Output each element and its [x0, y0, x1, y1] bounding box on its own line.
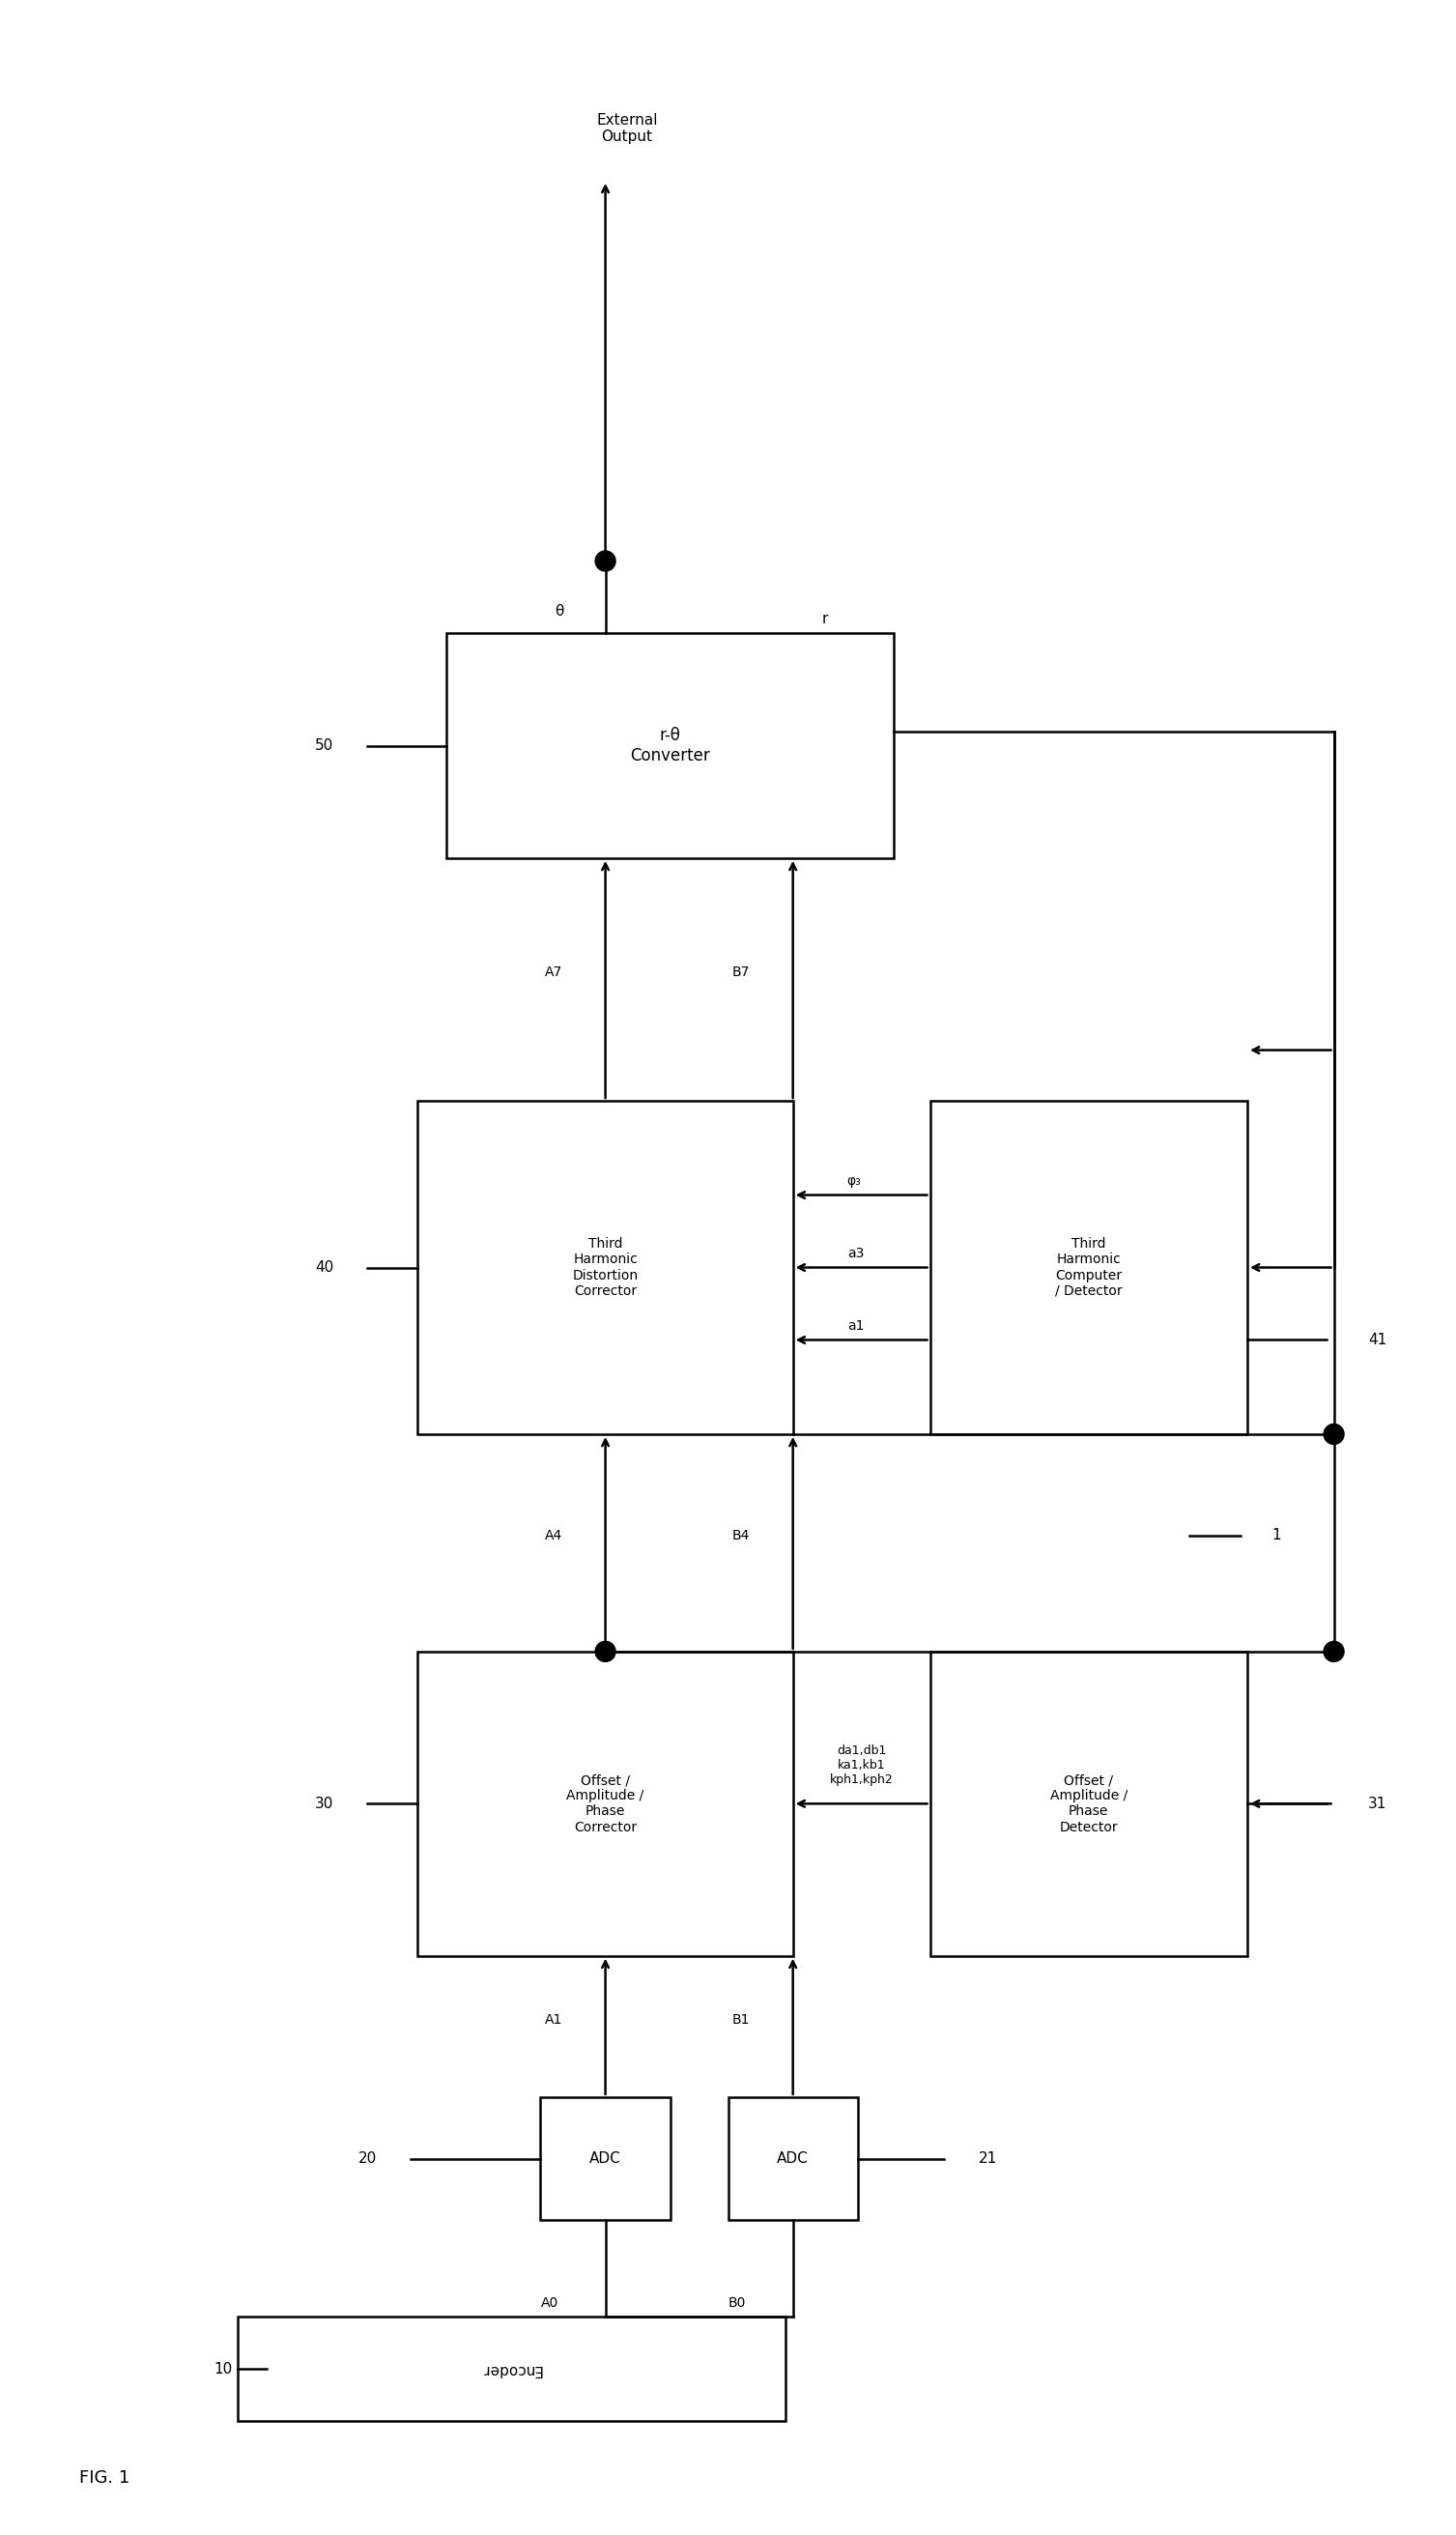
Text: da1,db1
ka1,kb1
kph1,kph2: da1,db1 ka1,kb1 kph1,kph2 [830, 1744, 893, 1787]
Text: External
Output: External Output [597, 114, 658, 144]
Text: ADC: ADC [778, 2152, 808, 2165]
Bar [930, 1650, 1248, 1957]
Bar [930, 1100, 1248, 1435]
Bar [447, 634, 894, 859]
Text: B7: B7 [732, 966, 750, 979]
Text: B1: B1 [732, 2013, 750, 2025]
Text: 50: 50 [314, 738, 333, 753]
Text: θ: θ [555, 603, 563, 619]
Text: Offset /
Amplitude /
Phase
Detector: Offset / Amplitude / Phase Detector [1050, 1774, 1127, 1833]
Circle shape [596, 550, 616, 570]
Bar [540, 2096, 670, 2221]
Circle shape [596, 1640, 616, 1660]
Text: ADC: ADC [590, 2152, 622, 2165]
Text: 41: 41 [1367, 1333, 1386, 1346]
Bar [237, 2317, 786, 2421]
Text: 20: 20 [358, 2152, 377, 2165]
Text: a3: a3 [847, 1247, 863, 1260]
Text: 1: 1 [1271, 1529, 1281, 1544]
Text: B0: B0 [728, 2297, 745, 2309]
Text: 40: 40 [314, 1260, 333, 1275]
Text: Offset /
Amplitude /
Phase
Corrector: Offset / Amplitude / Phase Corrector [566, 1774, 644, 1833]
Text: 21: 21 [978, 2152, 997, 2165]
Text: Third
Harmonic
Distortion
Corrector: Third Harmonic Distortion Corrector [572, 1237, 638, 1298]
Text: r-θ
Converter: r-θ Converter [630, 728, 711, 766]
Text: FIG. 1: FIG. 1 [79, 2469, 130, 2487]
Bar [418, 1650, 794, 1957]
Text: A4: A4 [545, 1529, 562, 1544]
Text: Third
Harmonic
Computer
/ Detector: Third Harmonic Computer / Detector [1056, 1237, 1123, 1298]
Text: A1: A1 [545, 2013, 562, 2025]
Bar [728, 2096, 858, 2221]
Text: Encoder: Encoder [482, 2363, 542, 2375]
Circle shape [1324, 1640, 1344, 1660]
Text: a1: a1 [847, 1318, 863, 1333]
Bar [418, 1100, 794, 1435]
Text: 31: 31 [1367, 1797, 1386, 1810]
Text: r: r [821, 611, 828, 626]
Text: A0: A0 [540, 2297, 558, 2309]
Text: 10: 10 [214, 2363, 233, 2375]
Text: A7: A7 [545, 966, 562, 979]
Circle shape [1324, 1425, 1344, 1445]
Text: B4: B4 [732, 1529, 750, 1544]
Text: 30: 30 [314, 1797, 333, 1810]
Text: φ₃: φ₃ [847, 1174, 862, 1189]
